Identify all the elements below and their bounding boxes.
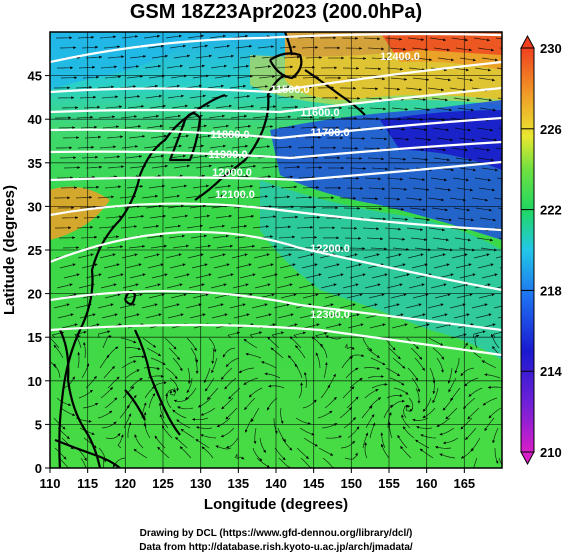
streamline-335 xyxy=(501,188,517,190)
y-tick-label-0: 0 xyxy=(35,461,42,476)
streamline-arrow-126 xyxy=(507,89,510,92)
y-tick-label-30: 30 xyxy=(28,199,42,214)
credit-drawing: Drawing by DCL (https://www.gfd-dennou.o… xyxy=(140,528,413,539)
streamline-230 xyxy=(503,138,519,140)
streamline-arrow-210 xyxy=(512,129,515,132)
x-tick-label-160: 160 xyxy=(416,476,438,491)
streamline-62 xyxy=(504,58,520,60)
streamline-524 xyxy=(504,274,520,278)
colorbar-bar xyxy=(521,48,534,452)
figure-title: GSM 18Z23Apr2023 (200.0hPa) xyxy=(130,1,422,23)
x-axis-ticks: 110 115 120 125 130 135 140 145 150 155 160 165 xyxy=(40,468,476,491)
colorbar-tick-label-218: 218 xyxy=(540,283,562,298)
streamline-arrow-231 xyxy=(516,138,519,141)
plot-area: 11500.011600.011700.011800.011900.012000… xyxy=(44,32,520,474)
streamline-arrow-252 xyxy=(509,149,512,152)
streamline-arrow-84 xyxy=(510,69,513,72)
colorbar-tick-label-222: 222 xyxy=(540,203,562,218)
y-tick-label-45: 45 xyxy=(28,69,42,84)
streamline-arrow-462 xyxy=(516,248,519,251)
y-tick-label-10: 10 xyxy=(28,374,42,389)
y-tick-label-15: 15 xyxy=(28,330,42,345)
x-tick-label-165: 165 xyxy=(453,476,475,491)
streamline-arrow-315 xyxy=(510,179,513,182)
streamline-293 xyxy=(504,168,520,170)
x-tick-label-150: 150 xyxy=(340,476,362,491)
streamline-arrow-294 xyxy=(517,168,520,171)
streamline-arrow-168 xyxy=(515,108,518,111)
streamline-arrow-903 xyxy=(504,469,507,472)
x-tick-label-120: 120 xyxy=(114,476,136,491)
streamline-arrow-147 xyxy=(511,99,514,102)
streamline-104 xyxy=(501,78,517,80)
y-tick-label-35: 35 xyxy=(28,156,42,171)
streamline-167 xyxy=(502,108,518,110)
streamline-arrow-694 xyxy=(44,357,47,360)
streamline-arrow-546 xyxy=(510,283,513,286)
streamline-arrow-420 xyxy=(508,229,511,232)
y-axis-label: Latitude (degrees) xyxy=(1,185,18,315)
streamline-arrow-567 xyxy=(514,293,517,296)
streamline-arrow-273 xyxy=(513,158,516,161)
streamline-arrow-609 xyxy=(511,313,514,316)
streamline-arrow-399 xyxy=(515,218,518,221)
streamline-arrow-588 xyxy=(507,303,510,306)
streamline-arrow-21 xyxy=(509,39,512,42)
colorbar-tick-label-226: 226 xyxy=(540,122,562,137)
streamline-arrow-525 xyxy=(517,273,520,276)
streamline-398 xyxy=(502,218,518,220)
x-tick-label-130: 130 xyxy=(190,476,212,491)
contour-label-5: 12000.0 xyxy=(212,167,252,179)
y-tick-label-25: 25 xyxy=(28,243,42,258)
y-axis-ticks: 0 5 10 15 20 25 30 35 40 45 xyxy=(28,69,50,476)
contour-label-4: 11900.0 xyxy=(208,149,247,161)
streamline-arrow-63 xyxy=(517,58,520,61)
colorbar-top-arrow xyxy=(521,36,534,48)
x-tick-label-115: 115 xyxy=(77,476,98,491)
contour-label-3: 11800.0 xyxy=(210,129,249,141)
streamline-566 xyxy=(501,294,517,298)
streamline-arrow-441 xyxy=(512,239,515,242)
contour-label-7: 12200.0 xyxy=(310,243,350,255)
streamline-arrow-630 xyxy=(515,323,518,326)
streamline-461 xyxy=(503,248,519,250)
y-tick-label-20: 20 xyxy=(28,287,42,302)
streamline-arrow-189 xyxy=(508,119,511,122)
contour-label-8: 12300.0 xyxy=(310,309,350,321)
x-tick-label-135: 135 xyxy=(227,476,249,491)
streamline-arrow-885 xyxy=(101,471,104,474)
colorbar: 210 214 218 222 226 230 xyxy=(521,36,562,464)
streamline-arrow-42 xyxy=(513,48,516,51)
x-axis-label: Longitude (degrees) xyxy=(204,496,348,513)
x-tick-label-125: 125 xyxy=(152,476,174,491)
y-tick-label-5: 5 xyxy=(35,417,42,432)
y-tick-label-40: 40 xyxy=(28,112,42,127)
streamline-arrow-105 xyxy=(514,78,517,81)
contour-label-9: 12400.0 xyxy=(380,51,420,63)
streamline-arrow-357 xyxy=(507,199,510,202)
streamline-arrow-504 xyxy=(513,263,516,266)
streamline-arrow-378 xyxy=(511,209,514,212)
colorbar-tick-label-214: 214 xyxy=(540,364,562,379)
x-tick-label-145: 145 xyxy=(303,476,325,491)
streamline-arrow-336 xyxy=(514,188,517,191)
colorbar-tick-label-210: 210 xyxy=(540,445,562,460)
colorbar-tick-label-230: 230 xyxy=(540,41,562,56)
streamline-629 xyxy=(502,324,518,328)
streamline-arrow-483 xyxy=(509,253,512,256)
contour-label-6: 12100.0 xyxy=(215,189,255,201)
streamline-arrow-902 xyxy=(472,471,475,474)
x-tick-label-140: 140 xyxy=(265,476,287,491)
colorbar-bottom-arrow xyxy=(521,452,534,464)
x-tick-label-155: 155 xyxy=(378,476,400,491)
x-tick-label-110: 110 xyxy=(40,476,61,491)
credit-data-source: Data from http://database.rish.kyoto-u.a… xyxy=(139,542,413,553)
